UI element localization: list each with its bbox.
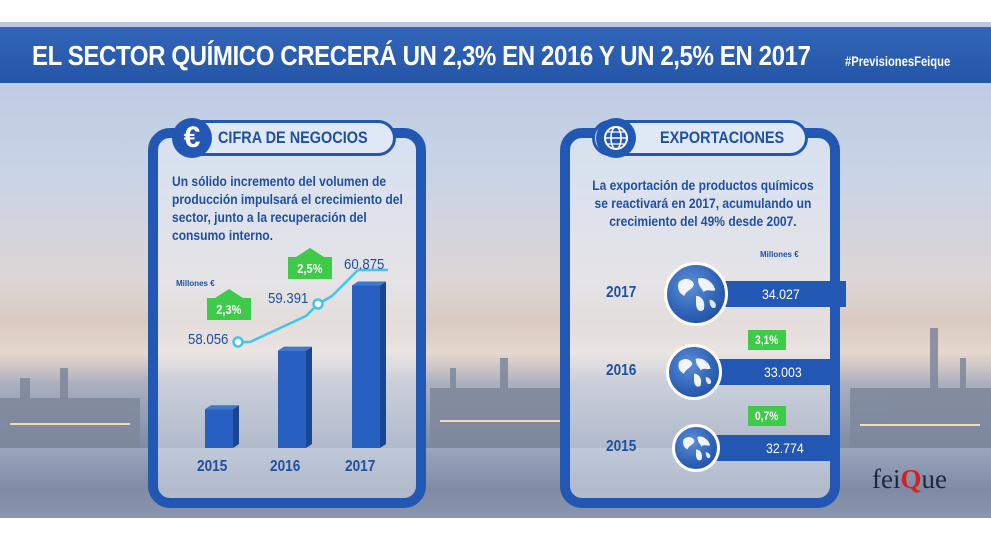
- growth-badge-2017: 2,5%: [288, 248, 332, 279]
- value-label-2015: 58.056: [188, 331, 229, 348]
- year-label-2016: 2016: [270, 458, 301, 475]
- hashtag: #PrevisionesFeique: [845, 53, 951, 69]
- bar-2017: [352, 285, 380, 448]
- feique-logo: feiQue: [872, 464, 947, 494]
- export-year-2016: 2016: [606, 362, 637, 379]
- export-growth-badge-2016: 0,7%: [748, 406, 786, 426]
- bar-side-2015: [233, 405, 239, 448]
- globe-icon: [596, 118, 636, 158]
- page-title: EL SECTOR QUÍMICO CRECERÁ UN 2,3% EN 201…: [32, 40, 811, 71]
- unit-label-right: Millones €: [760, 250, 799, 259]
- description-cifra: Un sólido incremento del volumen de prod…: [172, 173, 403, 243]
- bar-top-2017: [352, 281, 386, 286]
- euro-icon: €: [172, 118, 212, 158]
- industrial-skyline: [0, 328, 991, 448]
- export-year-2015: 2015: [606, 438, 637, 455]
- title-banner: [0, 27, 991, 83]
- export-year-2017: 2017: [606, 284, 637, 301]
- globe-icon-2017: [664, 262, 728, 326]
- chart-cifra-negocios: [205, 268, 388, 448]
- export-growth-badge-2017: 3,1%: [748, 330, 786, 350]
- year-label-2017: 2017: [345, 458, 376, 475]
- heading-cifra-negocios: CIFRA DE NEGOCIOS: [218, 128, 368, 147]
- bar-2015: [205, 409, 233, 448]
- year-label-2015: 2015: [197, 458, 228, 475]
- value-label-2017: 60.875: [344, 256, 385, 273]
- heading-exportaciones: EXPORTACIONES: [660, 128, 785, 147]
- trend-marker-2015: [232, 336, 244, 348]
- heading-pill-cifra: [178, 120, 396, 156]
- background-photo: [0, 22, 991, 518]
- unit-label-left: Millones €: [176, 279, 215, 288]
- bar-2016: [278, 350, 306, 448]
- bar-side-2016: [306, 346, 312, 448]
- growth-badge-2016: 2,3%: [207, 289, 251, 320]
- bar-top-2016: [278, 346, 312, 351]
- globe-icon-2016: [666, 344, 722, 400]
- trend-marker-2016: [312, 298, 324, 310]
- description-exportaciones: La exportación de productos químicos se …: [592, 177, 814, 229]
- value-label-2016: 59.391: [268, 290, 309, 307]
- bar-side-2017: [380, 281, 386, 448]
- bar-top-2015: [205, 405, 239, 410]
- globe-icon-2015: [672, 424, 720, 472]
